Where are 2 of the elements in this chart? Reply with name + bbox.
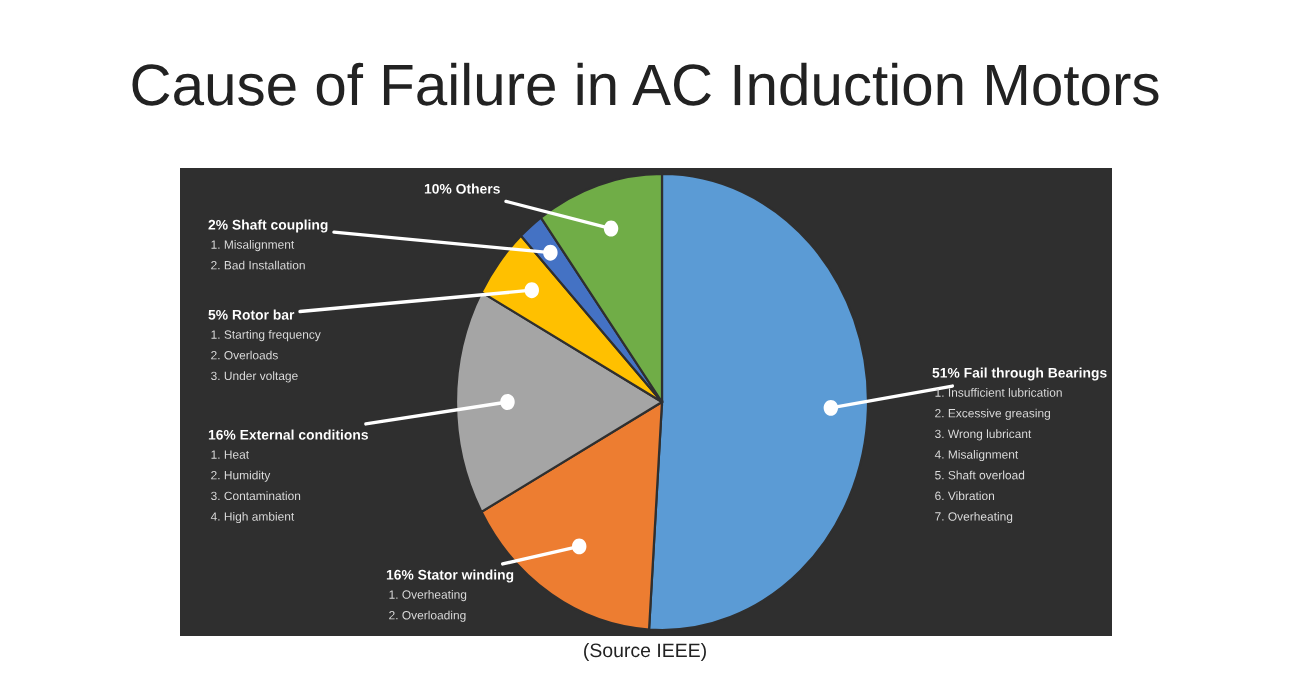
text: (Source IEEE) — [584, 642, 706, 662]
chart-title: Cause of Failure in AC Induction Motors — [132, 62, 1159, 106]
